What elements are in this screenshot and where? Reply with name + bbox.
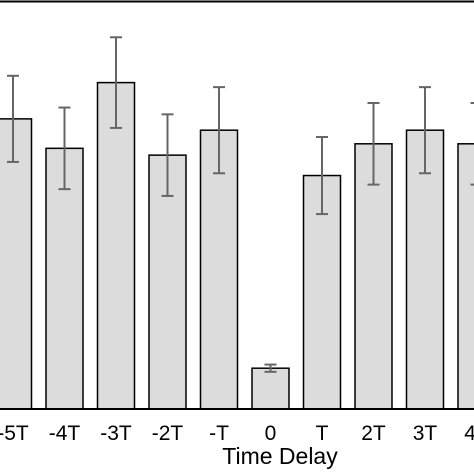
x-tick-label--4T: -4T <box>49 422 81 445</box>
error-bar--2T <box>161 113 174 197</box>
error-bar-T <box>316 136 328 216</box>
x-tick-label-T: T <box>316 422 329 445</box>
bar-0 <box>251 367 290 410</box>
bar--4T <box>45 147 84 410</box>
x-tick-label--2T: -2T <box>152 422 184 445</box>
bar-4T <box>457 143 474 410</box>
x-tick-label-4T: 4T <box>464 422 474 445</box>
error-bar-2T <box>367 102 380 186</box>
error-bar--3T <box>110 36 122 129</box>
bar--3T <box>96 81 136 410</box>
bar-3T <box>405 129 445 410</box>
error-bar-0 <box>264 363 277 373</box>
error-bar-4T <box>470 102 474 186</box>
error-bar-3T <box>419 86 431 175</box>
bar--5T <box>0 118 33 410</box>
error-bars-group <box>7 36 474 373</box>
error-bar--4T <box>58 106 71 191</box>
error-bar--5T <box>7 74 19 163</box>
bar-2T <box>354 143 393 410</box>
x-tick-label--T: -T <box>209 422 229 445</box>
x-tick-labels: -5T -4T -3T -2T -T 0 T 2T 3T 4T <box>0 422 474 445</box>
x-tick-label--3T: -3T <box>100 422 132 445</box>
x-tick-label--5T: -5T <box>0 422 29 445</box>
x-tick-label-0: 0 <box>265 422 277 445</box>
x-axis-label: Time Delay <box>222 443 338 469</box>
x-tick-label-2T: 2T <box>361 422 386 445</box>
bars-group <box>0 81 474 410</box>
x-tick-label-3T: 3T <box>413 422 438 445</box>
error-bar--T <box>213 86 225 175</box>
